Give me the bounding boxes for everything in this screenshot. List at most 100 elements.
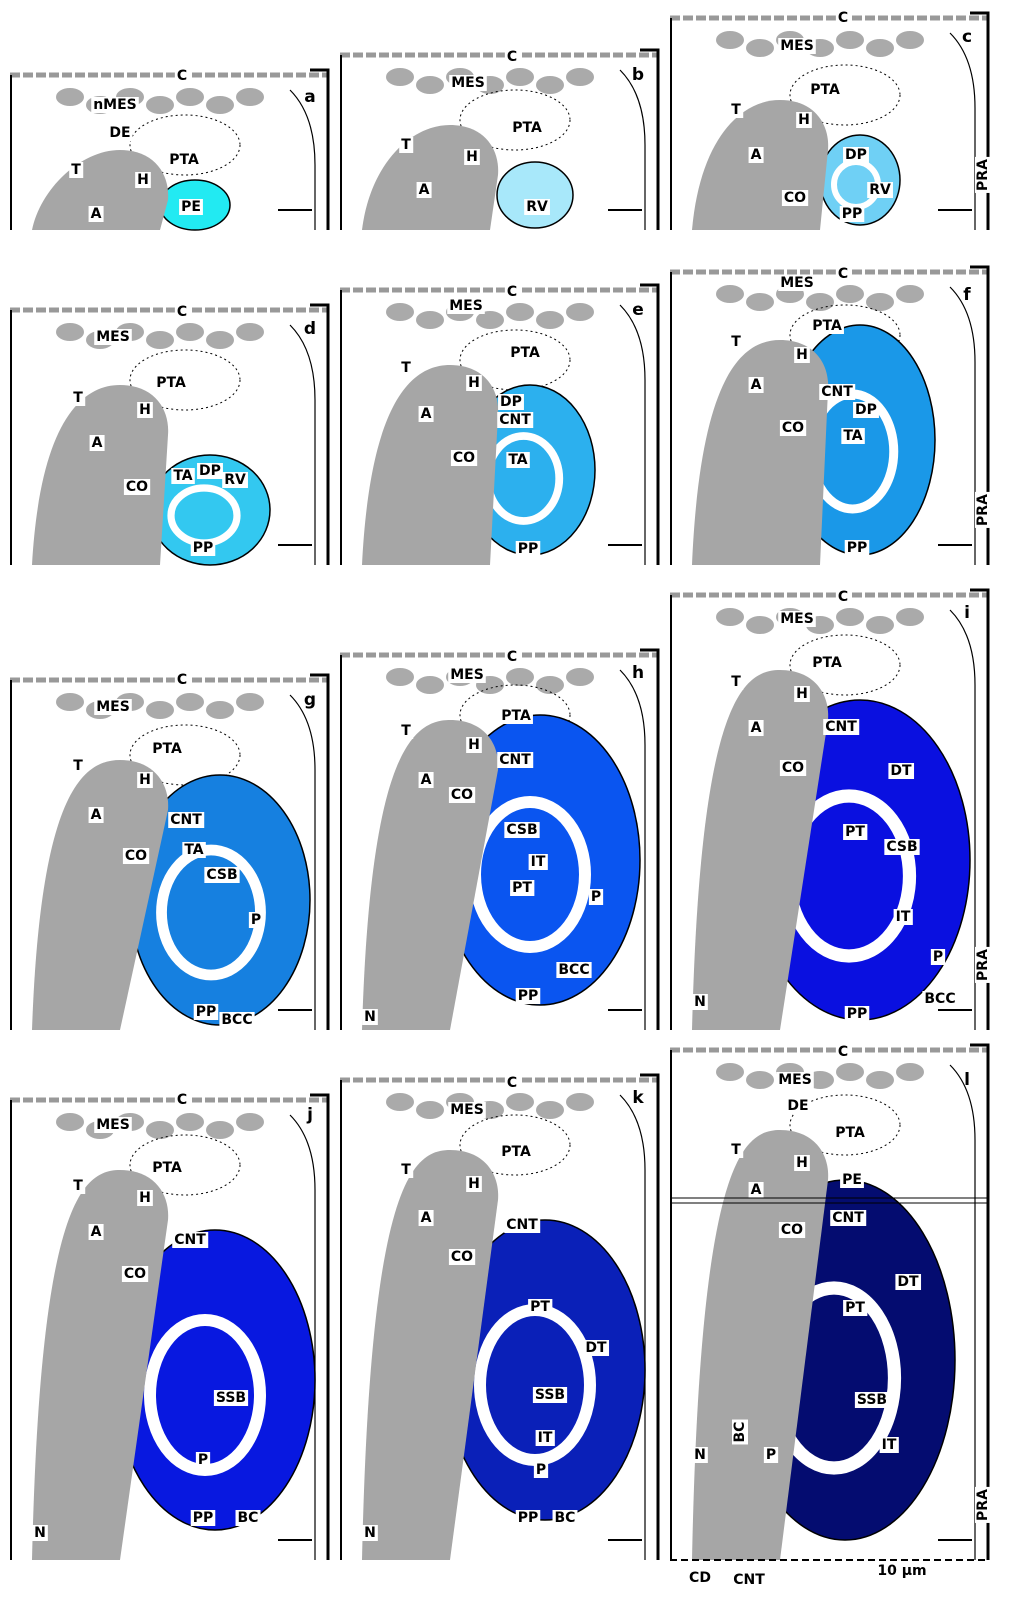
mes-cell [206,1121,234,1139]
label: IT [896,909,911,925]
label: BC [555,1510,576,1526]
mes-cell [746,39,774,57]
label: A [421,772,432,788]
label: nMES [93,97,137,113]
label: C [838,266,848,282]
label: MES [778,1072,812,1088]
label: PRA [975,1489,991,1521]
label: CSB [886,839,917,855]
label: T [731,674,741,690]
mes-cell [56,1113,84,1131]
label: H [139,772,151,788]
mes-cell [896,31,924,49]
label: T [401,1162,411,1178]
mes-cell [176,88,204,106]
panel: CMESPTATHACNTCODTPTCSBITPPRABCCPPNi [670,589,991,1030]
panel-letter: k [632,1088,644,1108]
label: CO [782,760,804,776]
mes-cell [566,68,594,86]
panel-letter: d [304,319,316,339]
label: CO [451,1249,473,1265]
mes-cell [566,1093,594,1111]
mes-cell [896,1063,924,1081]
label: PRA [975,159,991,191]
label: PTA [512,120,542,136]
panel-letter: h [632,663,644,683]
label: N [364,1525,376,1541]
mes-cell [536,676,564,694]
mes-cell [56,693,84,711]
label: IT [538,1430,553,1446]
frame-bracket [310,305,328,565]
mes-cell [56,88,84,106]
label: 10 µm [877,1563,926,1579]
label: T [731,334,741,350]
membrane-curve [620,305,645,565]
panel-letter: l [964,1070,970,1090]
mes-cell [236,1113,264,1131]
label: MES [780,611,814,627]
mes-cell [836,1063,864,1081]
mes-cell [386,68,414,86]
label: PTA [152,1160,182,1176]
mes-cell [836,285,864,303]
label: A [91,1224,102,1240]
panel: CMESPTATHATADPRVCOPPd [10,304,328,565]
mes-cell [716,1063,744,1081]
label: PP [193,540,214,556]
grey-body [32,760,168,1030]
mes-cell [236,693,264,711]
label: CO [781,1222,803,1238]
grey-body [362,365,498,565]
label: DT [585,1340,607,1356]
mes-cell [236,88,264,106]
label: A [92,435,103,451]
label: T [71,162,81,178]
mes-cell [146,96,174,114]
label: CO [125,848,147,864]
label: H [139,1190,151,1206]
label: CD [689,1570,711,1586]
label: A [421,1210,432,1226]
label: A [751,1182,762,1198]
mes-cell [386,668,414,686]
label: MES [96,699,130,715]
label: H [468,737,480,753]
panel: CMESPTATHACNTDPCOTAPPPRAf [670,266,991,565]
label: DP [845,147,867,163]
panel-letter: b [632,65,644,85]
mes-cell [866,1071,894,1089]
label: C [507,284,517,300]
label: MES [451,75,485,91]
panel-letter: f [963,285,971,305]
membrane-curve [290,325,315,565]
label: RV [869,182,891,198]
label: H [468,1176,480,1192]
label: PP [518,988,539,1004]
label: RV [526,199,548,215]
label: PT [845,824,865,840]
label: C [507,649,517,665]
label: A [91,206,102,222]
label: PP [847,540,868,556]
mes-cell [416,311,444,329]
mes-cell [206,96,234,114]
label: A [421,406,432,422]
label: CNT [825,719,857,735]
label: CNT [499,752,531,768]
mes-cell [866,39,894,57]
frame-bracket [640,285,658,565]
label: N [34,1525,46,1541]
label: MES [450,1102,484,1118]
mes-cell [746,1071,774,1089]
label: PRA [975,949,991,981]
frame-bracket [970,13,988,230]
label: BCC [221,1012,252,1028]
label: CO [124,1266,146,1282]
label: CSB [506,822,537,838]
label: PTA [810,82,840,98]
mes-cell [866,293,894,311]
label: C [177,672,187,688]
mes-cell [176,693,204,711]
